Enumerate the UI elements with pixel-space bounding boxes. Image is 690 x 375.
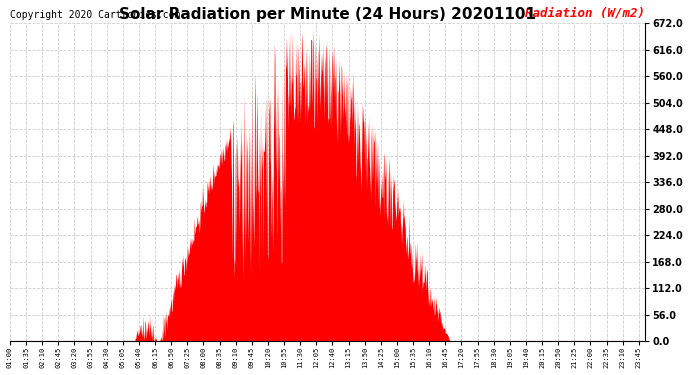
Text: Copyright 2020 Cartronics.com: Copyright 2020 Cartronics.com [10,10,180,20]
Title: Solar Radiation per Minute (24 Hours) 20201101: Solar Radiation per Minute (24 Hours) 20… [119,7,536,22]
Text: Radiation (W/m2): Radiation (W/m2) [525,7,645,20]
